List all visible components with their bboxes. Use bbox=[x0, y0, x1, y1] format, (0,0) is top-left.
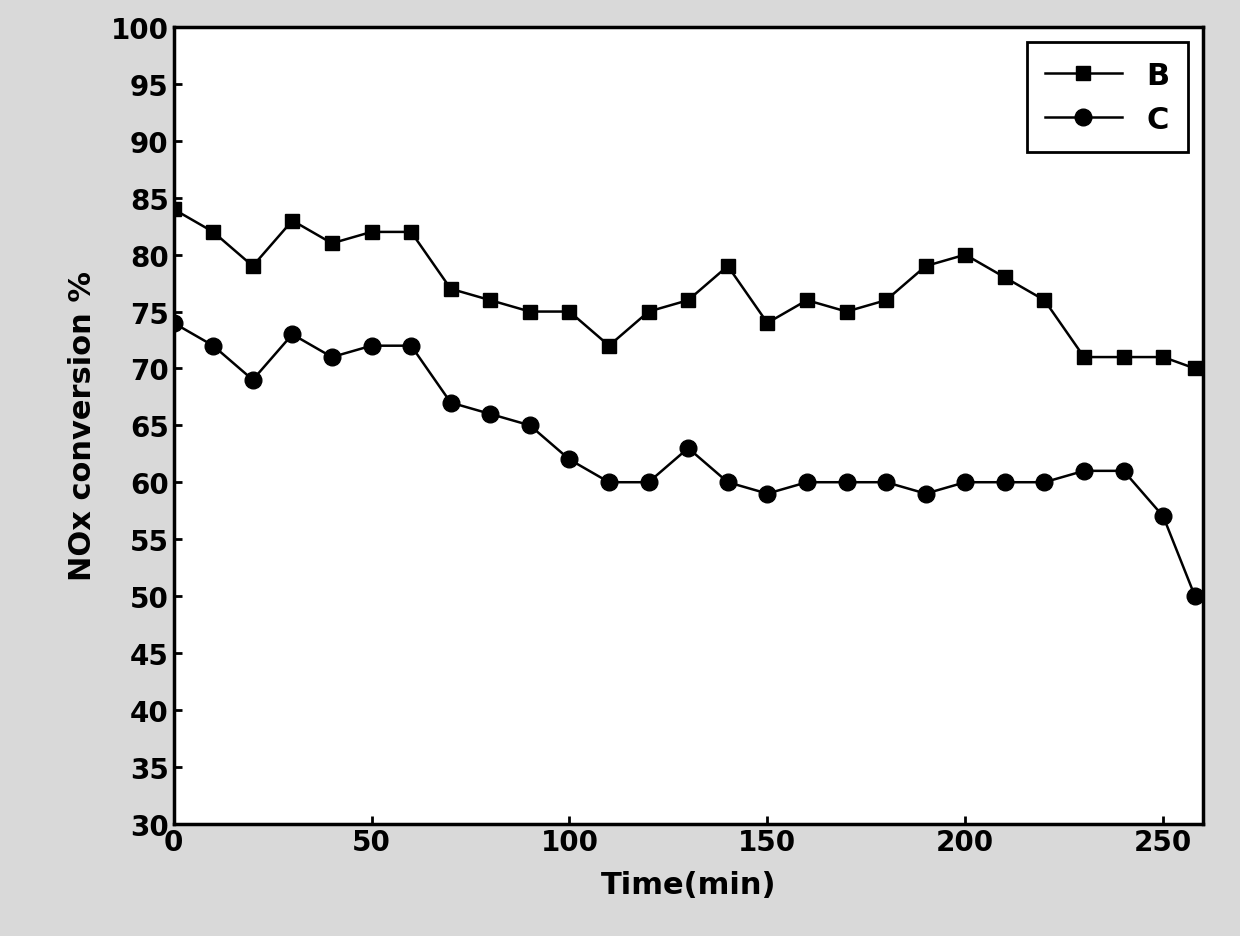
B bbox=[482, 295, 497, 306]
B bbox=[166, 204, 181, 215]
B bbox=[720, 261, 735, 272]
C bbox=[404, 341, 419, 352]
C bbox=[166, 318, 181, 329]
B bbox=[1188, 363, 1203, 374]
B bbox=[681, 295, 696, 306]
C bbox=[800, 477, 815, 489]
Line: C: C bbox=[165, 315, 1203, 605]
B bbox=[1037, 295, 1052, 306]
C bbox=[1076, 466, 1091, 477]
C bbox=[957, 477, 972, 489]
C bbox=[879, 477, 894, 489]
C bbox=[1037, 477, 1052, 489]
B bbox=[601, 341, 616, 352]
B bbox=[443, 284, 458, 295]
C bbox=[325, 352, 340, 363]
B bbox=[760, 318, 775, 329]
B bbox=[641, 307, 656, 318]
B bbox=[365, 227, 379, 239]
C bbox=[720, 477, 735, 489]
B bbox=[246, 261, 260, 272]
B bbox=[404, 227, 419, 239]
B bbox=[562, 307, 577, 318]
Line: B: B bbox=[166, 203, 1202, 376]
Y-axis label: NOx conversion %: NOx conversion % bbox=[68, 271, 97, 580]
B bbox=[839, 307, 854, 318]
C bbox=[522, 420, 537, 431]
C bbox=[206, 341, 221, 352]
C bbox=[1116, 466, 1131, 477]
C bbox=[482, 409, 497, 420]
B bbox=[285, 215, 300, 227]
C bbox=[760, 489, 775, 500]
B bbox=[957, 250, 972, 261]
C bbox=[285, 329, 300, 341]
C bbox=[1156, 511, 1171, 522]
B bbox=[206, 227, 221, 239]
C bbox=[641, 477, 656, 489]
B bbox=[1076, 352, 1091, 363]
B bbox=[879, 295, 894, 306]
C bbox=[443, 398, 458, 409]
B bbox=[1156, 352, 1171, 363]
B bbox=[997, 272, 1012, 284]
C bbox=[997, 477, 1012, 489]
B bbox=[919, 261, 934, 272]
C bbox=[601, 477, 616, 489]
B bbox=[325, 239, 340, 250]
C bbox=[562, 454, 577, 465]
C bbox=[246, 374, 260, 386]
C bbox=[365, 341, 379, 352]
B bbox=[800, 295, 815, 306]
B bbox=[1116, 352, 1131, 363]
C bbox=[681, 443, 696, 454]
B bbox=[522, 307, 537, 318]
C bbox=[839, 477, 854, 489]
Legend: B, C: B, C bbox=[1027, 43, 1188, 154]
X-axis label: Time(min): Time(min) bbox=[600, 870, 776, 899]
C bbox=[919, 489, 934, 500]
C bbox=[1188, 591, 1203, 602]
